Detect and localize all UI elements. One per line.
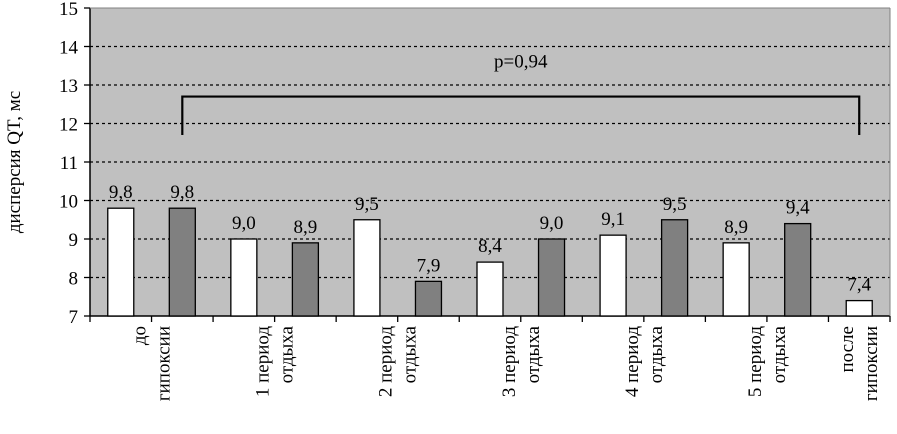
y-tick-label: 14 [59, 38, 79, 59]
category-label-line: 2 период [376, 326, 397, 397]
bars [107, 207, 873, 317]
y-axis-title: дисперсия QT, мс [4, 91, 25, 233]
y-tick-label: 12 [59, 115, 78, 136]
bar [230, 238, 258, 317]
value-label: 9,5 [355, 194, 379, 215]
category-label: 3 период отдыха [499, 325, 544, 397]
value-label: 9,0 [540, 213, 564, 234]
category-label-line: отдыха [523, 325, 544, 383]
category-label-line: отдыха [400, 325, 421, 383]
category-label: 1 период отдыха [253, 325, 298, 397]
gridlines [84, 7, 890, 317]
bar [107, 207, 135, 317]
bar [476, 261, 504, 317]
value-label: 9,8 [170, 182, 194, 203]
category-labels: до гипоксии 1 период отдыха 2 период отдыха 3 … [130, 325, 883, 401]
bar [291, 242, 320, 317]
category-label-line: гипоксии [861, 326, 882, 401]
y-tick-label: 10 [59, 192, 78, 213]
bar [599, 234, 627, 317]
value-label: 9,1 [601, 209, 625, 230]
value-label: 9,5 [663, 194, 687, 215]
bracket-line [181, 95, 861, 136]
category-label: 2 период отдыха [376, 325, 421, 397]
category-label-line: 3 период [499, 326, 520, 397]
value-label: 8,4 [478, 236, 502, 257]
category-label-line: отдыха [646, 325, 667, 383]
bar [784, 222, 812, 317]
value-label: 8,9 [724, 217, 748, 238]
y-tick-labels: 7 8 9 10 11 12 13 14 15 [59, 0, 79, 328]
category-label: после гипоксии [837, 326, 882, 401]
category-label-line: после [837, 326, 858, 373]
value-labels: 9,8 9,8 9,0 8,9 9,5 7,9 8,4 9,0 9,1 9,5 8,9 9,4 7,4 [109, 182, 872, 295]
significance-bracket: p=0,94 [181, 52, 861, 136]
category-label-line: 5 период [745, 326, 766, 397]
bar [660, 219, 689, 317]
y-tick-label: 8 [69, 269, 79, 290]
category-label-line: 4 период [622, 326, 643, 397]
bar [168, 207, 196, 317]
value-label: 7,4 [847, 275, 871, 296]
category-label: 4 период отдыха [622, 325, 667, 397]
category-label-line: до [130, 326, 151, 345]
value-label: 8,9 [294, 217, 318, 238]
bar [722, 242, 750, 317]
category-label: до гипоксии [130, 326, 175, 401]
y-tick-label: 13 [59, 76, 78, 97]
y-tick-label: 11 [60, 153, 78, 174]
bar [537, 238, 566, 317]
category-label: 5 период отдыха [745, 325, 790, 397]
value-label: 7,9 [417, 255, 441, 276]
p-value-label: p=0,94 [494, 52, 548, 73]
value-label: 9,0 [232, 213, 256, 234]
category-label-line: 1 период [253, 326, 274, 397]
value-label: 9,8 [109, 182, 133, 203]
bar [353, 219, 381, 317]
category-label-line: гипоксии [154, 326, 175, 401]
y-tick-label: 7 [69, 307, 79, 328]
bar [414, 280, 443, 317]
y-tick-label: 9 [69, 230, 79, 251]
value-label: 9,4 [786, 198, 810, 219]
bar [845, 299, 873, 317]
y-tick-label: 15 [59, 0, 78, 20]
category-label-line: отдыха [769, 325, 790, 383]
category-label-line: отдыха [277, 325, 298, 383]
